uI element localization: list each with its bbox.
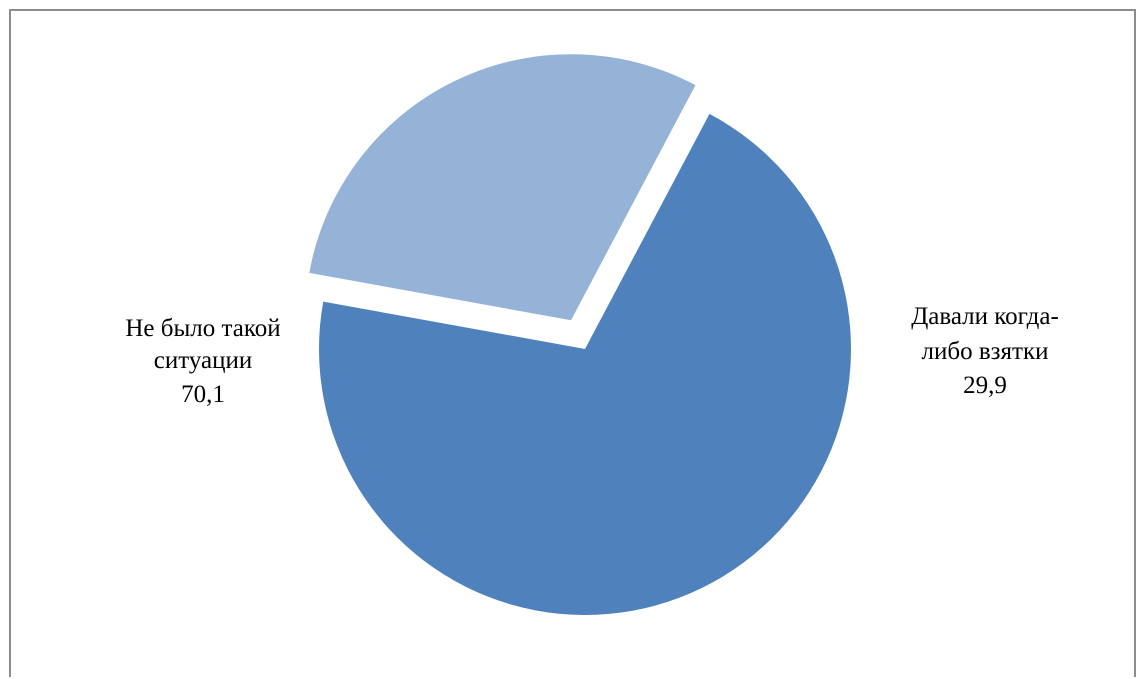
slice-value-label-1: 29,9: [963, 372, 1007, 399]
slice-value-label-0: 70,1: [181, 381, 225, 408]
slice-label-0: Не было такой: [125, 315, 280, 342]
slice-label-0-line2: ситуации: [154, 347, 252, 374]
slices-layer: [309, 54, 851, 615]
slice-label-1: Давали когда-: [911, 303, 1059, 330]
slice-label-1-line2: либо взятки: [922, 338, 1049, 365]
